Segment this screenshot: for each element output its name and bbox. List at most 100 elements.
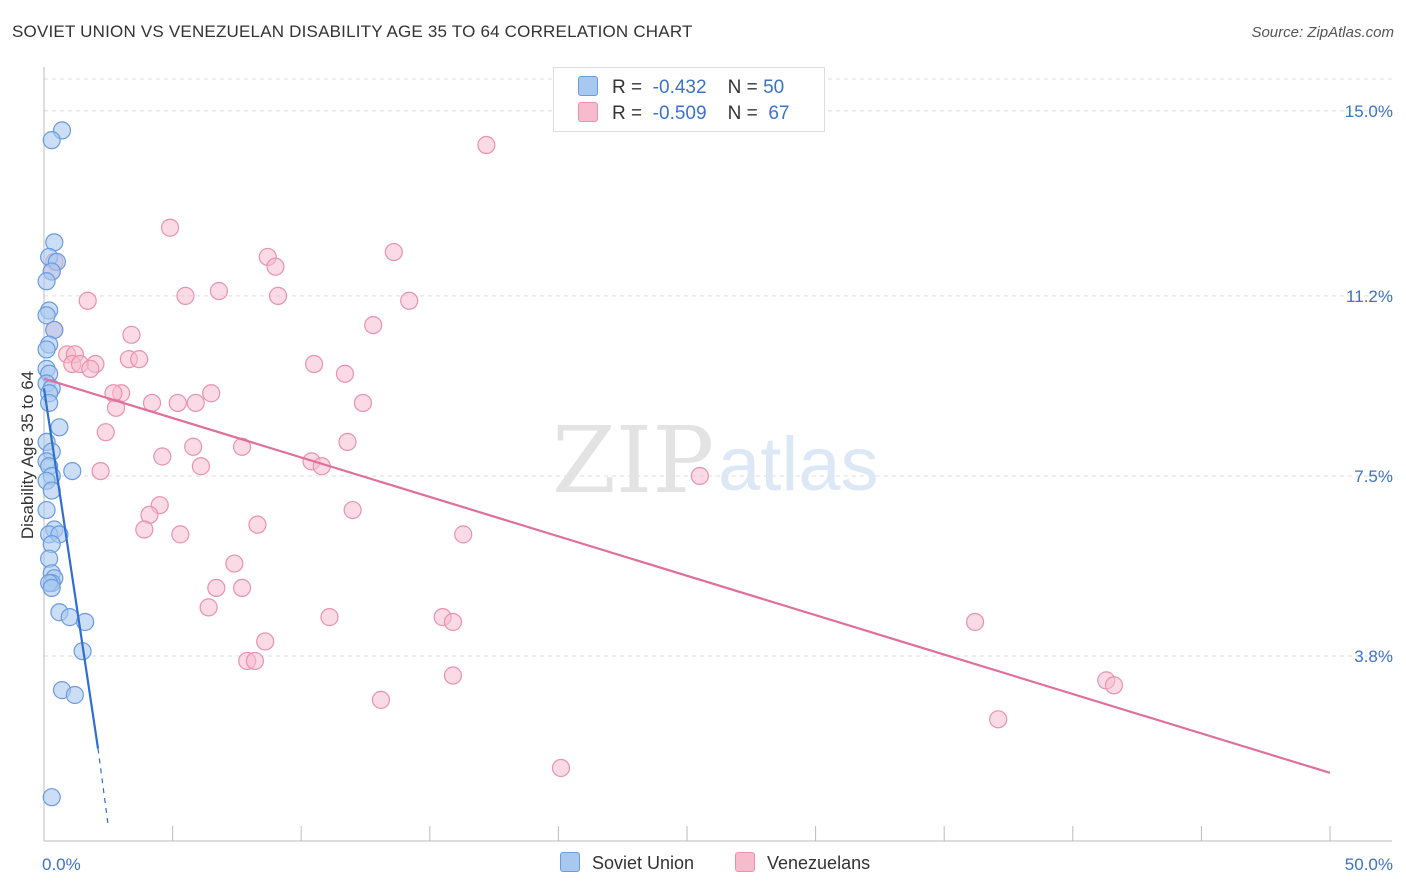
soviet-union-point <box>60 608 79 627</box>
soviet-union-points <box>37 121 95 807</box>
x-tick-label: 0.0% <box>42 855 81 874</box>
venezuelans-point <box>160 218 180 237</box>
venezuelans-point <box>199 598 218 617</box>
venezuelans-point <box>191 457 210 476</box>
r-label: R = <box>612 103 643 124</box>
soviet-union-point <box>37 500 56 520</box>
venezuelans-point <box>225 554 244 573</box>
soviet-union-point <box>42 788 61 807</box>
legend-row-venezuelans: R = -0.509 N = 67 <box>578 102 789 126</box>
ven-n-value: 67 <box>768 103 790 124</box>
source-label: Source: ZipAtlas.com <box>1251 24 1394 41</box>
y-tick-labels: 3.8% 7.5% 11.2% 15.0% <box>1345 102 1393 666</box>
venezuelans-point <box>153 447 172 466</box>
soviet-union-point <box>63 462 82 481</box>
venezuelans-point <box>209 281 228 301</box>
venezuelans-point <box>168 393 187 413</box>
soviet-trend-line <box>42 388 100 749</box>
x-ticks <box>43 826 1331 841</box>
soviet-union-point <box>37 306 56 325</box>
bottom-legend-venezuelans: Venezuelans <box>735 852 870 874</box>
venezuelans-point <box>371 690 391 709</box>
venezuelans-point <box>335 364 355 383</box>
gridlines <box>44 78 1392 657</box>
soviet-legend-swatch <box>560 852 580 872</box>
x-tick-label: 50.0% <box>1345 855 1393 874</box>
venezuelans-swatch <box>578 102 598 122</box>
trend-lines <box>42 377 1331 827</box>
venezuelans-point <box>256 632 275 651</box>
soviet-union-point <box>37 272 56 291</box>
venezuelans-point <box>338 432 357 451</box>
venezuelans-point <box>400 291 419 310</box>
venezuelans-point <box>965 612 985 632</box>
venezuelans-point <box>364 315 383 335</box>
venezuelans-point <box>135 520 154 539</box>
venezuelans-point <box>343 500 362 520</box>
y-tick-label: 3.8% <box>1354 647 1393 666</box>
watermark-zip: ZIP <box>552 407 714 514</box>
watermark: ZIP atlas <box>552 407 879 514</box>
y-tick-label: 11.2% <box>1346 287 1393 306</box>
legend-row-soviet: R = -0.432 N = 50 <box>578 76 784 100</box>
stats-legend: R = -0.432 N = 50 R = -0.509 N = 67 <box>553 67 825 132</box>
soviet-union-point <box>42 578 61 598</box>
venezuelans-point <box>443 666 463 685</box>
venezuelans-legend-swatch <box>735 852 755 872</box>
watermark-atlas: atlas <box>718 422 879 507</box>
venezuelans-point <box>690 466 709 486</box>
n-label: N = <box>727 77 758 98</box>
r-label: R = <box>612 77 643 98</box>
venezuelans-point <box>176 286 195 305</box>
venezuelans-point <box>171 525 190 544</box>
venezuelans-point <box>245 651 265 671</box>
n-label: N = <box>727 103 758 124</box>
soviet-r-value: -0.432 <box>652 77 707 98</box>
venezuelans-point <box>989 710 1008 729</box>
soviet-trend-extension <box>97 748 109 827</box>
soviet-union-point <box>65 685 84 705</box>
soviet-union-point <box>76 612 95 632</box>
venezuelans-point <box>106 398 126 417</box>
bottom-legend-soviet: Soviet Union <box>560 852 694 874</box>
venezuelans-point <box>232 578 252 598</box>
venezuelans-point <box>443 612 463 632</box>
venezuelans-point <box>248 515 267 534</box>
venezuelans-point <box>130 350 149 369</box>
venezuelans-point <box>454 525 473 544</box>
soviet-legend-label: Soviet Union <box>592 853 695 873</box>
venezuelans-point <box>477 135 496 155</box>
venezuelans-point <box>207 578 226 598</box>
venezuelans-legend-label: Venezuelans <box>767 853 871 873</box>
venezuelans-point <box>320 608 339 627</box>
venezuelans-point <box>184 437 203 456</box>
y-axis-label: Disability Age 35 to 64 <box>18 371 37 539</box>
venezuelans-point <box>268 286 288 305</box>
venezuelans-point <box>353 393 373 413</box>
x-tick-labels: 0.0% 50.0% <box>42 855 1393 874</box>
venezuelans-point <box>96 423 115 442</box>
soviet-union-point <box>50 418 69 437</box>
venezuelans-point <box>266 257 285 276</box>
chart-title: SOVIET UNION VS VENEZUELAN DISABILITY AG… <box>12 22 693 41</box>
soviet-union-point <box>37 340 56 359</box>
venezuelans-point <box>78 291 97 310</box>
venezuelans-point <box>91 462 110 481</box>
venezuelans-point <box>304 354 324 374</box>
venezuelans-point <box>384 242 403 262</box>
venezuelans-point <box>1104 676 1124 695</box>
venezuelans-point <box>202 384 221 403</box>
venezuelans-point <box>122 325 141 344</box>
venezuelans-point <box>81 359 100 378</box>
venezuelans-trend-line <box>43 377 1331 774</box>
y-tick-label: 15.0% <box>1345 102 1393 121</box>
soviet-union-point <box>40 393 59 413</box>
ven-r-value: -0.509 <box>652 103 707 124</box>
soviet-union-point <box>42 131 61 150</box>
soviet-n-value: 50 <box>763 77 785 98</box>
venezuelans-point <box>551 758 571 778</box>
soviet-swatch <box>578 76 598 96</box>
venezuelans-point <box>186 393 205 413</box>
y-tick-label: 7.5% <box>1354 467 1393 486</box>
